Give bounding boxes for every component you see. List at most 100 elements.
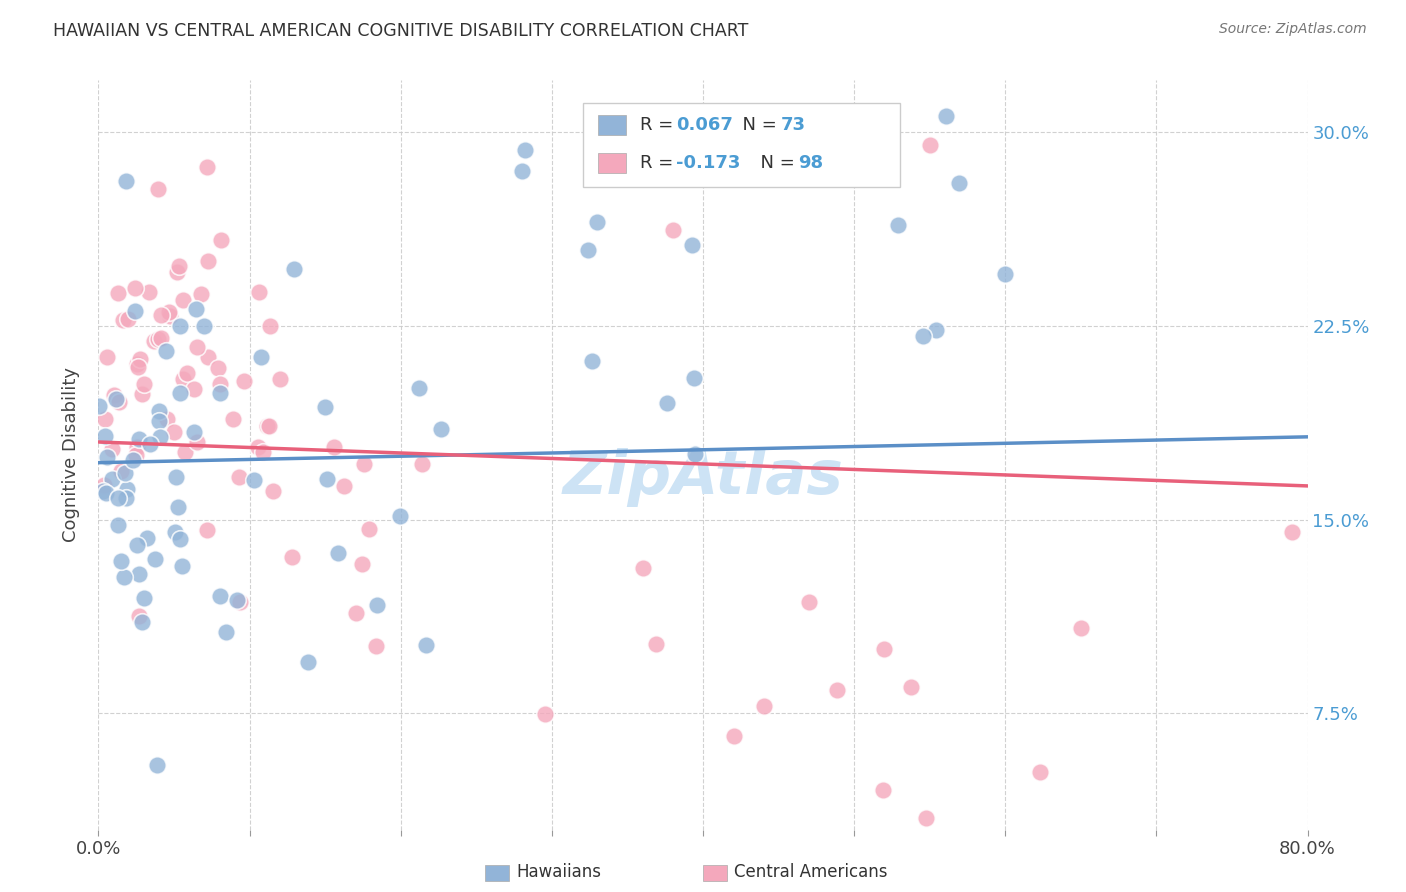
Point xyxy=(655,395,678,409)
Point xyxy=(163,425,186,440)
Point xyxy=(103,388,125,402)
Point xyxy=(125,440,148,454)
Point xyxy=(366,598,388,612)
Point xyxy=(121,452,143,467)
Point xyxy=(934,109,956,123)
Point xyxy=(510,163,533,178)
Point xyxy=(353,458,375,472)
Point xyxy=(259,318,281,333)
Point xyxy=(256,418,278,433)
Point xyxy=(101,471,124,485)
Point xyxy=(183,425,205,439)
Point xyxy=(148,404,170,418)
Point xyxy=(149,430,172,444)
Point xyxy=(107,491,129,506)
Point xyxy=(359,522,381,536)
Point xyxy=(139,437,162,451)
Point xyxy=(165,469,187,483)
Point xyxy=(631,561,654,575)
Point xyxy=(94,411,117,425)
Point xyxy=(93,478,115,492)
Point xyxy=(128,351,150,366)
Point xyxy=(146,332,169,346)
Point xyxy=(352,558,374,572)
Point xyxy=(247,285,270,300)
Point xyxy=(1295,879,1317,892)
Point xyxy=(96,350,118,364)
Point xyxy=(114,570,136,584)
Point xyxy=(176,366,198,380)
Point xyxy=(93,429,115,443)
Point xyxy=(283,262,305,277)
Point xyxy=(914,811,936,825)
Point xyxy=(183,382,205,396)
Point xyxy=(209,385,232,400)
Point xyxy=(246,440,269,454)
Point xyxy=(149,308,172,322)
Point xyxy=(228,470,250,484)
Point xyxy=(143,551,166,566)
Point xyxy=(107,395,129,409)
Point xyxy=(988,878,1011,892)
Point xyxy=(323,441,346,455)
Text: Hawaiians: Hawaiians xyxy=(516,863,600,881)
Point xyxy=(149,331,172,345)
Point xyxy=(209,233,232,247)
Point xyxy=(229,595,252,609)
Point xyxy=(169,386,191,401)
Point xyxy=(344,606,367,620)
Point xyxy=(107,518,129,533)
Point xyxy=(752,698,775,713)
Point xyxy=(252,445,274,459)
Point xyxy=(314,400,336,414)
Point xyxy=(737,136,759,150)
Point xyxy=(297,655,319,669)
Point xyxy=(948,177,970,191)
Point xyxy=(184,302,207,317)
Point xyxy=(107,285,129,300)
Point xyxy=(186,435,208,450)
Point xyxy=(128,359,150,374)
Point xyxy=(134,377,156,392)
Point xyxy=(132,591,155,605)
Point xyxy=(104,392,127,406)
Point xyxy=(683,447,706,461)
Point xyxy=(918,137,941,152)
Point xyxy=(115,491,138,505)
Point xyxy=(316,472,339,486)
Text: R =: R = xyxy=(640,116,679,134)
Point xyxy=(110,464,132,478)
Point xyxy=(172,559,194,574)
Point xyxy=(156,411,179,425)
Point xyxy=(364,639,387,653)
Text: 98: 98 xyxy=(799,154,824,172)
Point xyxy=(1029,764,1052,779)
Point xyxy=(215,624,238,639)
Point xyxy=(515,143,537,157)
Point xyxy=(128,432,150,446)
Point xyxy=(125,448,148,462)
Point xyxy=(190,287,212,301)
Point xyxy=(172,372,194,386)
Point xyxy=(797,595,820,609)
Point xyxy=(193,319,215,334)
Point xyxy=(87,399,110,413)
Point xyxy=(576,243,599,257)
Point xyxy=(167,259,190,273)
Point xyxy=(825,682,848,697)
Point xyxy=(93,484,115,499)
Point xyxy=(209,377,232,392)
Point xyxy=(269,372,291,386)
Point xyxy=(148,414,170,428)
Point xyxy=(887,218,910,232)
Text: N =: N = xyxy=(749,154,801,172)
Point xyxy=(128,566,150,581)
Point xyxy=(581,354,603,368)
Point xyxy=(281,549,304,564)
Point xyxy=(114,467,136,481)
Point xyxy=(186,340,208,354)
Point xyxy=(250,350,273,364)
Point xyxy=(388,509,411,524)
Text: R =: R = xyxy=(640,154,679,172)
Point xyxy=(96,450,118,464)
